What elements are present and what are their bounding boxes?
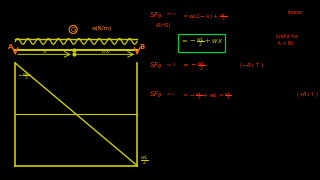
Text: A < B): A < B) [276, 41, 293, 46]
Text: $= -\frac{wL}{2}$: $= -\frac{wL}{2}$ [181, 60, 206, 74]
Text: $(-R_1\uparrow)$: $(-R_1\uparrow)$ [239, 60, 264, 70]
Text: $_{x=0}$: $_{x=0}$ [166, 62, 177, 69]
Text: $SF_\theta$: $SF_\theta$ [149, 60, 163, 71]
Text: w(N/m): w(N/m) [92, 26, 112, 31]
Text: $_{x=L}$: $_{x=L}$ [166, 91, 177, 98]
Text: $(+R_2\uparrow)$: $(+R_2\uparrow)$ [296, 90, 318, 99]
Text: $= -\frac{wL}{2} + wx$: $= -\frac{wL}{2} + wx$ [180, 36, 223, 50]
Text: x: x [43, 49, 46, 54]
Text: $SF_\theta$: $SF_\theta$ [149, 11, 163, 21]
Text: linear: linear [288, 10, 304, 15]
Text: $= -\frac{wL}{2} + wL = \frac{wL}{2}$: $= -\frac{wL}{2} + wL = \frac{wL}{2}$ [181, 90, 232, 102]
Text: B: B [140, 44, 145, 50]
Text: G: G [70, 26, 76, 33]
Text: $\frac{wL}{2}$: $\frac{wL}{2}$ [140, 154, 149, 168]
Text: $= w(L\!-\!x) + \frac{wL}{2}$: $= w(L\!-\!x) + \frac{wL}{2}$ [181, 11, 228, 23]
Text: (RHS): (RHS) [156, 22, 171, 28]
Text: (valid for: (valid for [276, 34, 298, 39]
Text: $SF_\theta$: $SF_\theta$ [149, 90, 163, 100]
Text: A: A [8, 44, 13, 50]
Text: $-\frac{wL}{2}$: $-\frac{wL}{2}$ [17, 70, 30, 82]
Text: $_{x-x}$: $_{x-x}$ [166, 12, 177, 18]
Text: L-x: L-x [101, 49, 109, 54]
